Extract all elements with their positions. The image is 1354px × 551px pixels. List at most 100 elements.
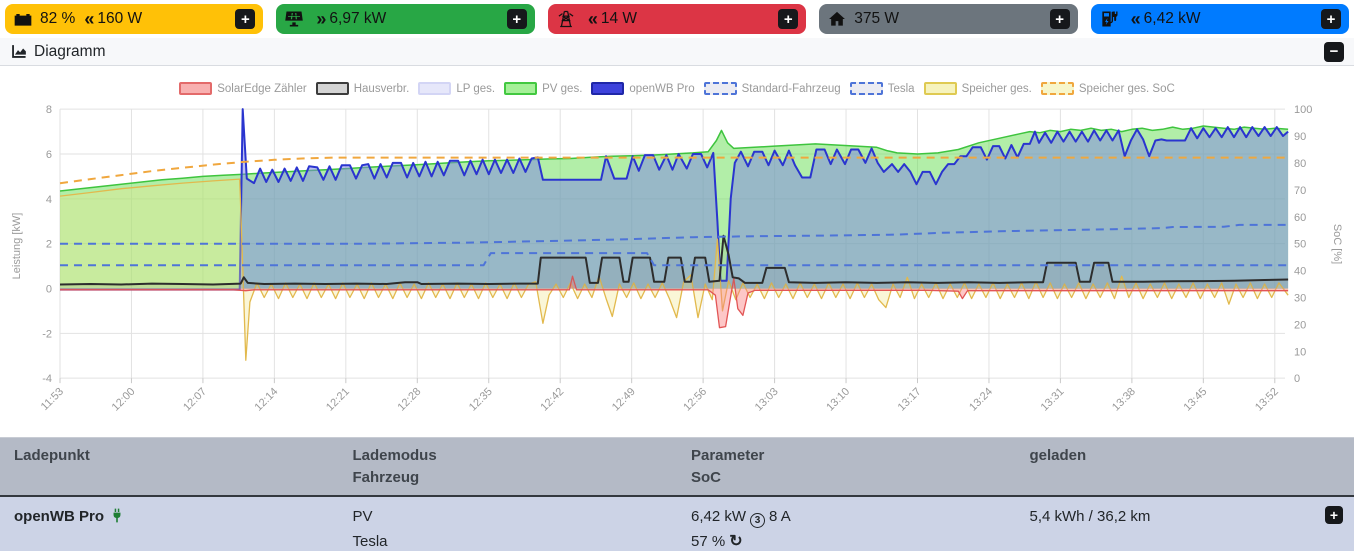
legend-item[interactable]: SolarEdge Zähler <box>179 82 307 95</box>
header-fahrzeug: Fahrzeug <box>352 469 420 486</box>
chart-legend: SolarEdge Zähler Hausverbr. LP ges. PV g… <box>0 82 1354 95</box>
y-right-tick: 60 <box>1294 212 1306 224</box>
series-area-speicher_ges <box>60 179 1289 361</box>
legend-item[interactable]: PV ges. <box>504 82 582 95</box>
legend-swatch <box>849 82 883 95</box>
flow-direction-icon: « <box>1130 9 1141 29</box>
x-tick: 12:35 <box>467 386 495 414</box>
plug-connected-icon <box>110 508 124 527</box>
x-tick: 12:07 <box>181 386 209 414</box>
header-geladen: geladen <box>1029 447 1087 464</box>
x-tick: 12:28 <box>395 386 423 414</box>
legend-swatch <box>504 82 538 95</box>
legend-label: SolarEdge Zähler <box>217 82 307 95</box>
legend-item[interactable]: Speicher ges. <box>923 82 1032 95</box>
x-tick: 11:53 <box>39 386 66 413</box>
series-area-pv_ges <box>60 126 1289 289</box>
legend-swatch <box>179 82 213 95</box>
collapse-diagram-button[interactable]: − <box>1324 41 1344 62</box>
legend-swatch <box>591 82 625 95</box>
x-tick: 13:17 <box>896 386 924 414</box>
legend-swatch <box>315 82 349 95</box>
y-right-tick: 0 <box>1294 373 1300 385</box>
legend-label: Speicher ges. <box>961 82 1032 95</box>
legend-label: Hausverbr. <box>353 82 410 95</box>
expand-chargepoint-button[interactable]: + <box>1325 506 1343 524</box>
y-right-tick: 30 <box>1294 293 1306 305</box>
chargepoint-row-openwb-pro[interactable]: openWB Pro PV Tesla 6,42 kW 3 8 A 57 % ↻ 5,… <box>0 495 1354 551</box>
x-tick: 12:14 <box>253 386 281 414</box>
legend-label: Speicher ges. SoC <box>1078 82 1175 95</box>
y-right-tick: 50 <box>1294 239 1306 251</box>
y-right-tick: 100 <box>1294 104 1312 116</box>
expand-chargepoint-power-button[interactable]: + <box>1321 9 1342 29</box>
diagram-chart: SolarEdge Zähler Hausverbr. LP ges. PV g… <box>0 66 1354 437</box>
vehicle-name: Tesla <box>352 533 388 550</box>
legend-swatch <box>703 82 737 95</box>
solar-panel-icon <box>284 9 304 29</box>
house-power-badge[interactable]: 375 W + <box>819 4 1078 34</box>
battery-status-badge[interactable]: 82 % «160 W + <box>5 4 264 34</box>
x-tick: 12:42 <box>538 386 566 414</box>
legend-item[interactable]: Hausverbr. <box>315 82 410 95</box>
badge-value: 6,42 kW <box>1143 10 1201 27</box>
legend-item[interactable]: Standard-Fahrzeug <box>703 82 841 95</box>
expand-pv-power-button[interactable]: + <box>506 9 527 29</box>
series-line-solaredge <box>60 275 1289 329</box>
series-line-standard_fahrzeug_soc <box>60 252 1289 267</box>
series-area-hausverbrauch <box>60 235 1289 289</box>
badge-value: 82 % <box>40 10 76 27</box>
diagram-title: Diagramm <box>34 42 106 60</box>
header-parameter: Parameter <box>691 447 765 464</box>
legend-item[interactable]: openWB Pro <box>591 82 695 95</box>
pv-power-badge[interactable]: » 6,97 kW + <box>276 4 535 34</box>
y-left-tick: 0 <box>46 284 52 296</box>
series-line-pv_ges <box>59 125 1289 192</box>
charge-current: 8 A <box>769 508 791 525</box>
badge-value: 375 W <box>854 10 900 27</box>
phases-icon: 3 <box>750 513 766 528</box>
y-left-tick: 2 <box>46 239 52 251</box>
x-tick: 12:00 <box>110 386 138 414</box>
charge-parameter: 6,42 kW 3 8 A <box>691 504 1016 529</box>
y-right-tick: 70 <box>1294 185 1306 197</box>
y-right-tick: 80 <box>1294 158 1306 170</box>
badge-value: 14 W <box>600 10 638 27</box>
legend-swatch <box>418 82 452 95</box>
x-tick: 13:38 <box>1110 386 1138 414</box>
legend-label: LP ges. <box>456 82 496 95</box>
y-left-tick: -2 <box>42 328 52 340</box>
charge-mode: PV <box>352 508 373 525</box>
x-tick: 12:56 <box>681 386 709 414</box>
car-battery-icon <box>13 9 33 29</box>
legend-label: Tesla <box>887 82 915 95</box>
legend-item[interactable]: Tesla <box>849 82 915 95</box>
grid-power-badge[interactable]: «14 W + <box>547 4 807 34</box>
series-area-solaredge <box>60 276 1289 328</box>
x-tick: 13:52 <box>1253 386 1281 414</box>
y-right-tick: 90 <box>1294 131 1306 143</box>
legend-item[interactable]: Speicher ges. SoC <box>1040 82 1175 95</box>
chargepoint-power-badge[interactable]: «6,42 kW + <box>1090 4 1350 34</box>
expand-house-power-button[interactable]: + <box>1049 9 1070 29</box>
y-right-axis-title: SoC [%] <box>1331 224 1343 264</box>
y-left-tick: -4 <box>42 373 52 385</box>
y-left-tick: 6 <box>46 149 52 161</box>
refresh-soc-icon[interactable]: ↻ <box>729 533 743 550</box>
transmission-tower-icon <box>556 9 576 29</box>
legend-item[interactable]: LP ges. <box>418 82 495 95</box>
y-right-tick: 10 <box>1294 346 1306 358</box>
legend-swatch <box>1040 82 1074 95</box>
legend-label: Standard-Fahrzeug <box>741 82 841 95</box>
y-left-axis-title: Leistung [kW] <box>11 213 23 280</box>
expand-grid-power-button[interactable]: + <box>778 9 799 29</box>
expand-battery-status-button[interactable]: + <box>235 9 256 29</box>
chargepoint-name: openWB Pro <box>14 508 104 525</box>
series-line-tesla_soc <box>60 223 1289 245</box>
series-line-hausverbrauch <box>59 234 1289 286</box>
y-left-tick: 4 <box>46 194 52 206</box>
diagram-header: Diagramm − <box>0 38 1354 66</box>
chart-area-icon <box>10 43 27 60</box>
badge-value: 160 W <box>97 10 143 27</box>
